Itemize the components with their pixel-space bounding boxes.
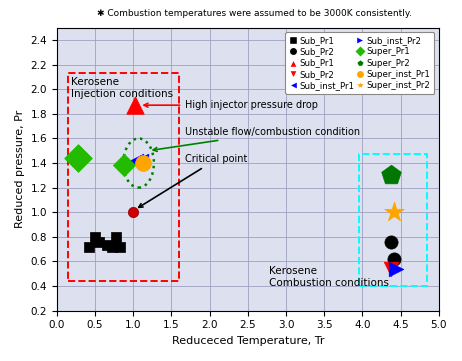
- X-axis label: Reduceced Temperature, Tr: Reduceced Temperature, Tr: [171, 336, 324, 346]
- Point: [108, 244, 116, 249]
- Bar: [67, 73, 179, 281]
- Point: [392, 266, 400, 272]
- Point: [95, 239, 103, 245]
- Text: Kerosene
Combustion conditions: Kerosene Combustion conditions: [269, 266, 389, 288]
- Point: [113, 234, 120, 240]
- Point: [132, 158, 139, 164]
- Point: [388, 239, 395, 245]
- Point: [103, 243, 110, 248]
- Text: Kerosene
Injection conditions: Kerosene Injection conditions: [71, 77, 173, 99]
- Y-axis label: Reduced pressure, Pr: Reduced pressure, Pr: [15, 110, 25, 228]
- Point: [85, 244, 93, 249]
- Text: Critical point: Critical point: [139, 155, 248, 207]
- Point: [388, 173, 395, 178]
- Point: [391, 209, 398, 215]
- Text: ✱ Combustion temperatures were assumed to be 3000K consistently.: ✱ Combustion temperatures were assumed t…: [97, 9, 412, 18]
- Point: [140, 160, 147, 166]
- Point: [91, 234, 99, 240]
- Point: [129, 209, 137, 215]
- Text: Unstable flow/combustion condition: Unstable flow/combustion condition: [153, 127, 360, 151]
- Point: [391, 256, 398, 262]
- Point: [74, 155, 82, 161]
- Bar: [359, 155, 426, 286]
- Legend: Sub_Pr1, Sub_Pr2, Sub_Pr1, Sub_Pr2, Sub_inst_Pr1, Sub_inst_Pr2, Super_Pr1, Super: Sub_Pr1, Sub_Pr2, Sub_Pr1, Sub_Pr2, Sub_…: [286, 32, 434, 94]
- Text: High injector pressure drop: High injector pressure drop: [144, 100, 318, 110]
- Point: [388, 266, 395, 272]
- Point: [131, 102, 139, 108]
- Point: [137, 158, 145, 164]
- Point: [116, 244, 123, 249]
- Point: [121, 162, 128, 168]
